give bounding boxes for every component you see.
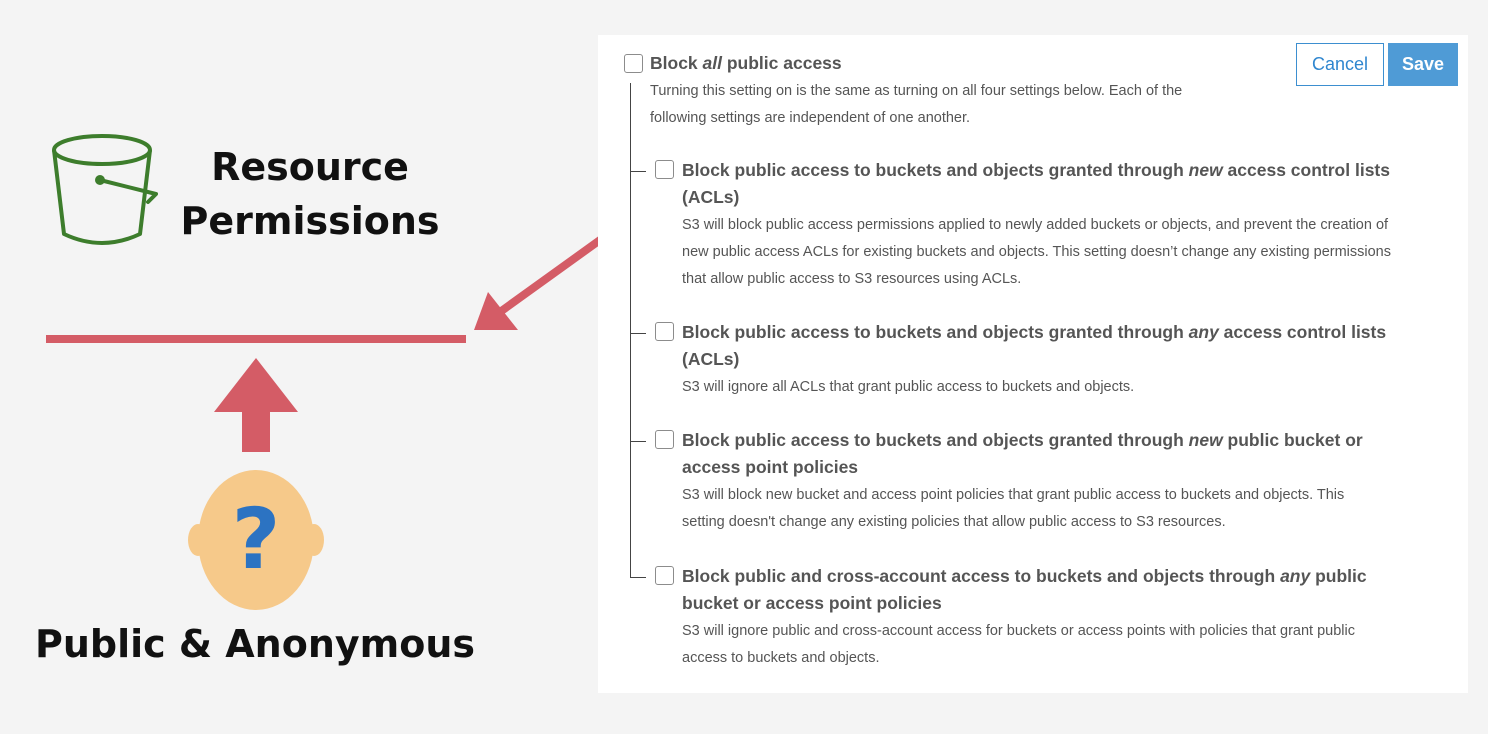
resource-permissions-heading: Resource Permissions xyxy=(150,140,470,248)
person-head-icon: ? xyxy=(188,470,324,610)
block-any-policies-description: S3 will ignore public and cross-account … xyxy=(682,623,1355,666)
block-any-acls-title: Block public access to buckets and objec… xyxy=(682,322,1387,369)
tree-branch xyxy=(630,441,646,442)
block-any-acls-description: S3 will ignore all ACLs that grant publi… xyxy=(682,379,1135,395)
block-any-policies-checkbox[interactable] xyxy=(655,566,674,585)
tree-branch xyxy=(630,171,646,172)
bucket-icon xyxy=(52,134,158,245)
block-any-acls-checkbox[interactable] xyxy=(655,322,674,341)
up-arrow-icon xyxy=(214,358,298,452)
question-mark-icon: ? xyxy=(232,490,281,588)
tree-connector xyxy=(630,83,631,577)
block-new-acls-checkbox[interactable] xyxy=(655,160,674,179)
barrier-line xyxy=(46,335,466,343)
block-new-acls-description: S3 will block public access permissions … xyxy=(682,217,1391,287)
block-any-policies-title: Block public and cross-account access to… xyxy=(682,566,1367,613)
resource-heading-line1: Resource xyxy=(211,145,409,189)
save-button[interactable]: Save xyxy=(1388,43,1458,86)
block-new-policies-checkbox[interactable] xyxy=(655,430,674,449)
block-all-title: Block all public access xyxy=(650,53,842,73)
public-anonymous-label: Public & Anonymous xyxy=(34,622,476,666)
tree-branch xyxy=(630,333,646,334)
block-new-policies-description: S3 will block new bucket and access poin… xyxy=(682,487,1345,530)
block-public-access-panel: Cancel Save Block all public access Turn… xyxy=(598,35,1468,693)
block-all-checkbox[interactable] xyxy=(624,54,643,73)
resource-heading-line2: Permissions xyxy=(180,199,440,243)
tree-branch xyxy=(630,577,646,578)
cancel-button[interactable]: Cancel xyxy=(1296,43,1384,86)
block-new-policies-title: Block public access to buckets and objec… xyxy=(682,430,1363,477)
block-new-acls-title: Block public access to buckets and objec… xyxy=(682,160,1390,207)
block-all-description: Turning this setting on is the same as t… xyxy=(650,83,1183,126)
